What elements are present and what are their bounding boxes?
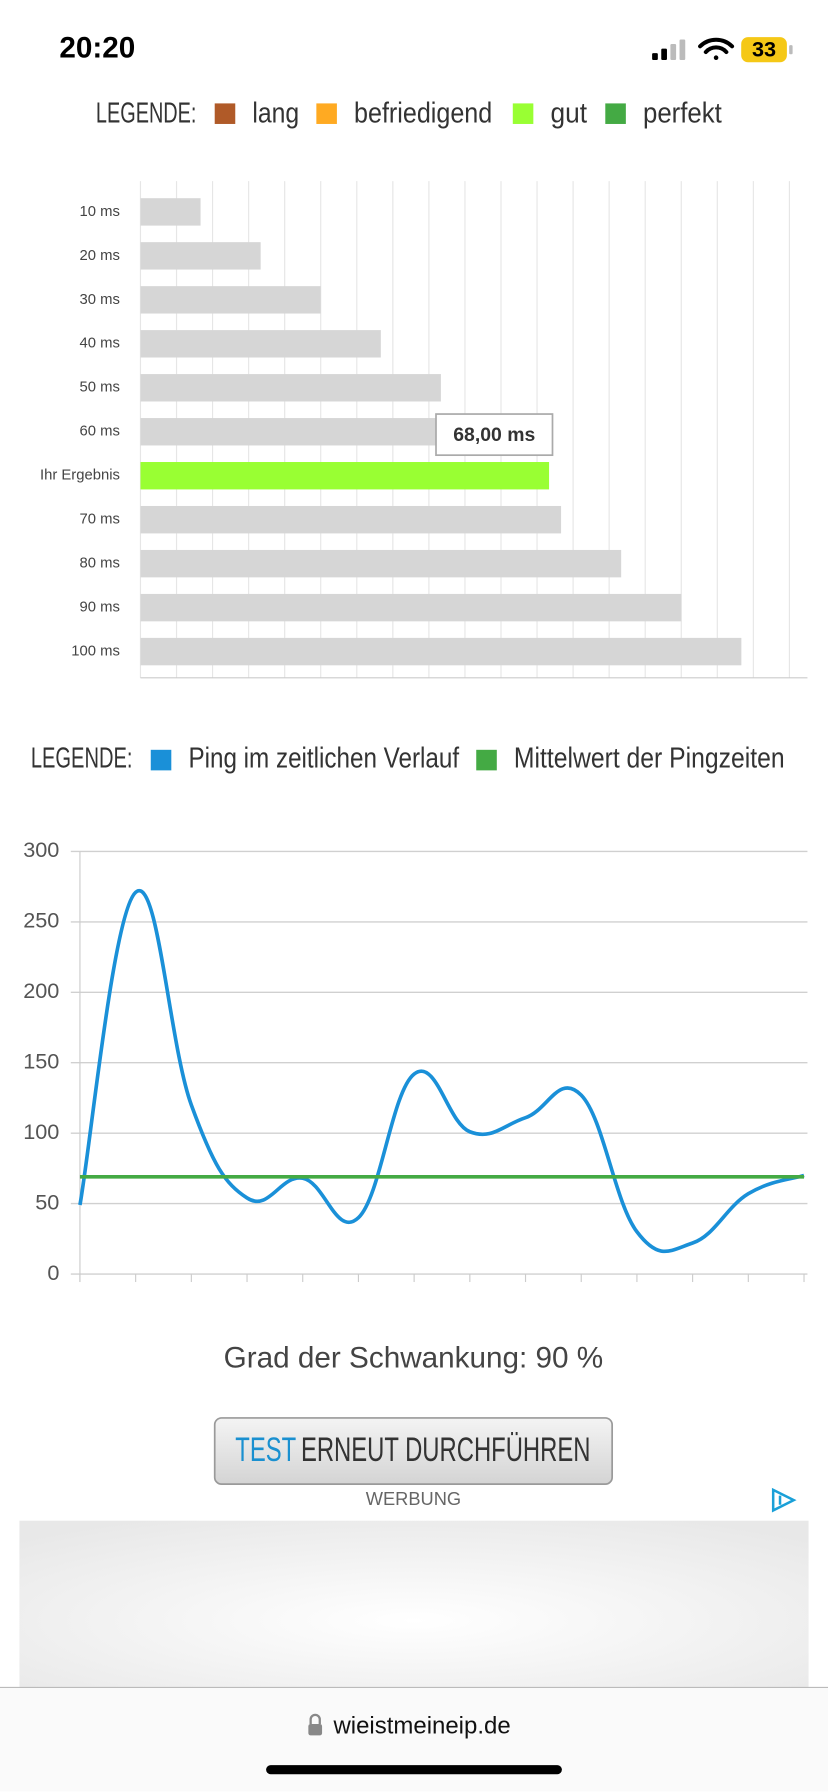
legend-title: LEGENDE: xyxy=(96,97,197,129)
series-line xyxy=(78,888,805,1254)
y-tick-label: 300 xyxy=(23,837,59,862)
battery-level: 33 xyxy=(752,37,776,62)
legend-title: LEGENDE: xyxy=(31,743,133,775)
battery-tip xyxy=(789,45,793,55)
wifi-icon xyxy=(698,37,735,61)
home-indicator xyxy=(266,1765,562,1775)
legend-swatch xyxy=(605,103,626,124)
y-tick-label: 30 ms xyxy=(80,292,120,308)
y-tick-label: 150 xyxy=(23,1048,59,1073)
y-tick-label: 100 ms xyxy=(71,644,120,660)
y-tick-label: 50 xyxy=(35,1189,59,1214)
y-tick-label: 10 ms xyxy=(80,204,120,220)
fluctuation: Grad der Schwankung: 90 % xyxy=(224,1342,604,1375)
y-tick-label: 40 ms xyxy=(80,336,120,352)
tooltip: 68,00 ms xyxy=(453,424,535,446)
url[interactable]: wieistmeineip.de xyxy=(332,1713,510,1740)
button-label[interactable]: TESTERNEUT DURCHFÜHREN xyxy=(235,1431,590,1469)
button-text[interactable]: ERNEUT DURCHFÜHREN xyxy=(301,1431,591,1469)
y-tick-label: Ihr Ergebnis xyxy=(40,468,120,484)
legend-label: perfekt xyxy=(643,97,722,129)
bar xyxy=(140,330,381,358)
y-tick-label: 0 xyxy=(47,1260,59,1285)
y-tick-label: 80 ms xyxy=(80,556,120,572)
legend-label: Mittelwert der Pingzeiten xyxy=(514,743,785,775)
battery xyxy=(741,37,787,63)
bar xyxy=(140,374,441,402)
button-highlight[interactable]: TEST xyxy=(235,1431,296,1469)
bar xyxy=(140,286,321,314)
y-tick-label: 20 ms xyxy=(80,248,120,264)
y-tick-label: 70 ms xyxy=(80,512,120,528)
bar xyxy=(140,505,562,534)
legend-swatch xyxy=(150,749,172,771)
ad-choices-icon[interactable] xyxy=(771,1487,797,1513)
button-bg[interactable] xyxy=(213,1417,614,1486)
bar xyxy=(140,198,201,226)
bar xyxy=(140,242,261,270)
ad-area xyxy=(19,1520,809,1688)
y-tick-label: 200 xyxy=(23,978,59,1003)
bar xyxy=(140,549,622,578)
y-tick-label: 90 ms xyxy=(80,600,120,616)
bar-chart: LEGENDE: lang befriedigend gut perfekt 10 ms 2… xyxy=(40,97,808,679)
legend-swatch xyxy=(512,103,534,124)
y-tick-label: 60 ms xyxy=(80,424,120,440)
legend-swatch xyxy=(214,103,236,124)
lock-icon xyxy=(308,1713,323,1736)
legend-label: Ping im zeitlichen Verlauf xyxy=(188,743,459,775)
y-tick-label: 100 xyxy=(23,1119,59,1144)
ad-label: WERBUNG xyxy=(366,1488,461,1509)
legend-label: gut xyxy=(550,97,587,129)
legend-label: befriedigend xyxy=(354,97,492,129)
bar xyxy=(140,593,682,622)
legend-swatch xyxy=(476,749,497,771)
legend-swatch xyxy=(316,103,337,124)
signal-icon xyxy=(652,39,686,61)
bar xyxy=(140,462,550,490)
clock: 20:20 xyxy=(59,32,135,65)
retest-button[interactable]: TESTERNEUT DURCHFÜHREN xyxy=(213,1417,614,1486)
tooltip-bg xyxy=(435,413,554,457)
bar xyxy=(140,637,742,666)
legend-label: lang xyxy=(252,97,299,129)
y-tick-label: 250 xyxy=(23,908,59,933)
y-tick-label: 50 ms xyxy=(80,380,120,396)
line-chart: LEGENDE: Ping im zeitlichen Verlauf Mittel… xyxy=(23,743,808,1285)
